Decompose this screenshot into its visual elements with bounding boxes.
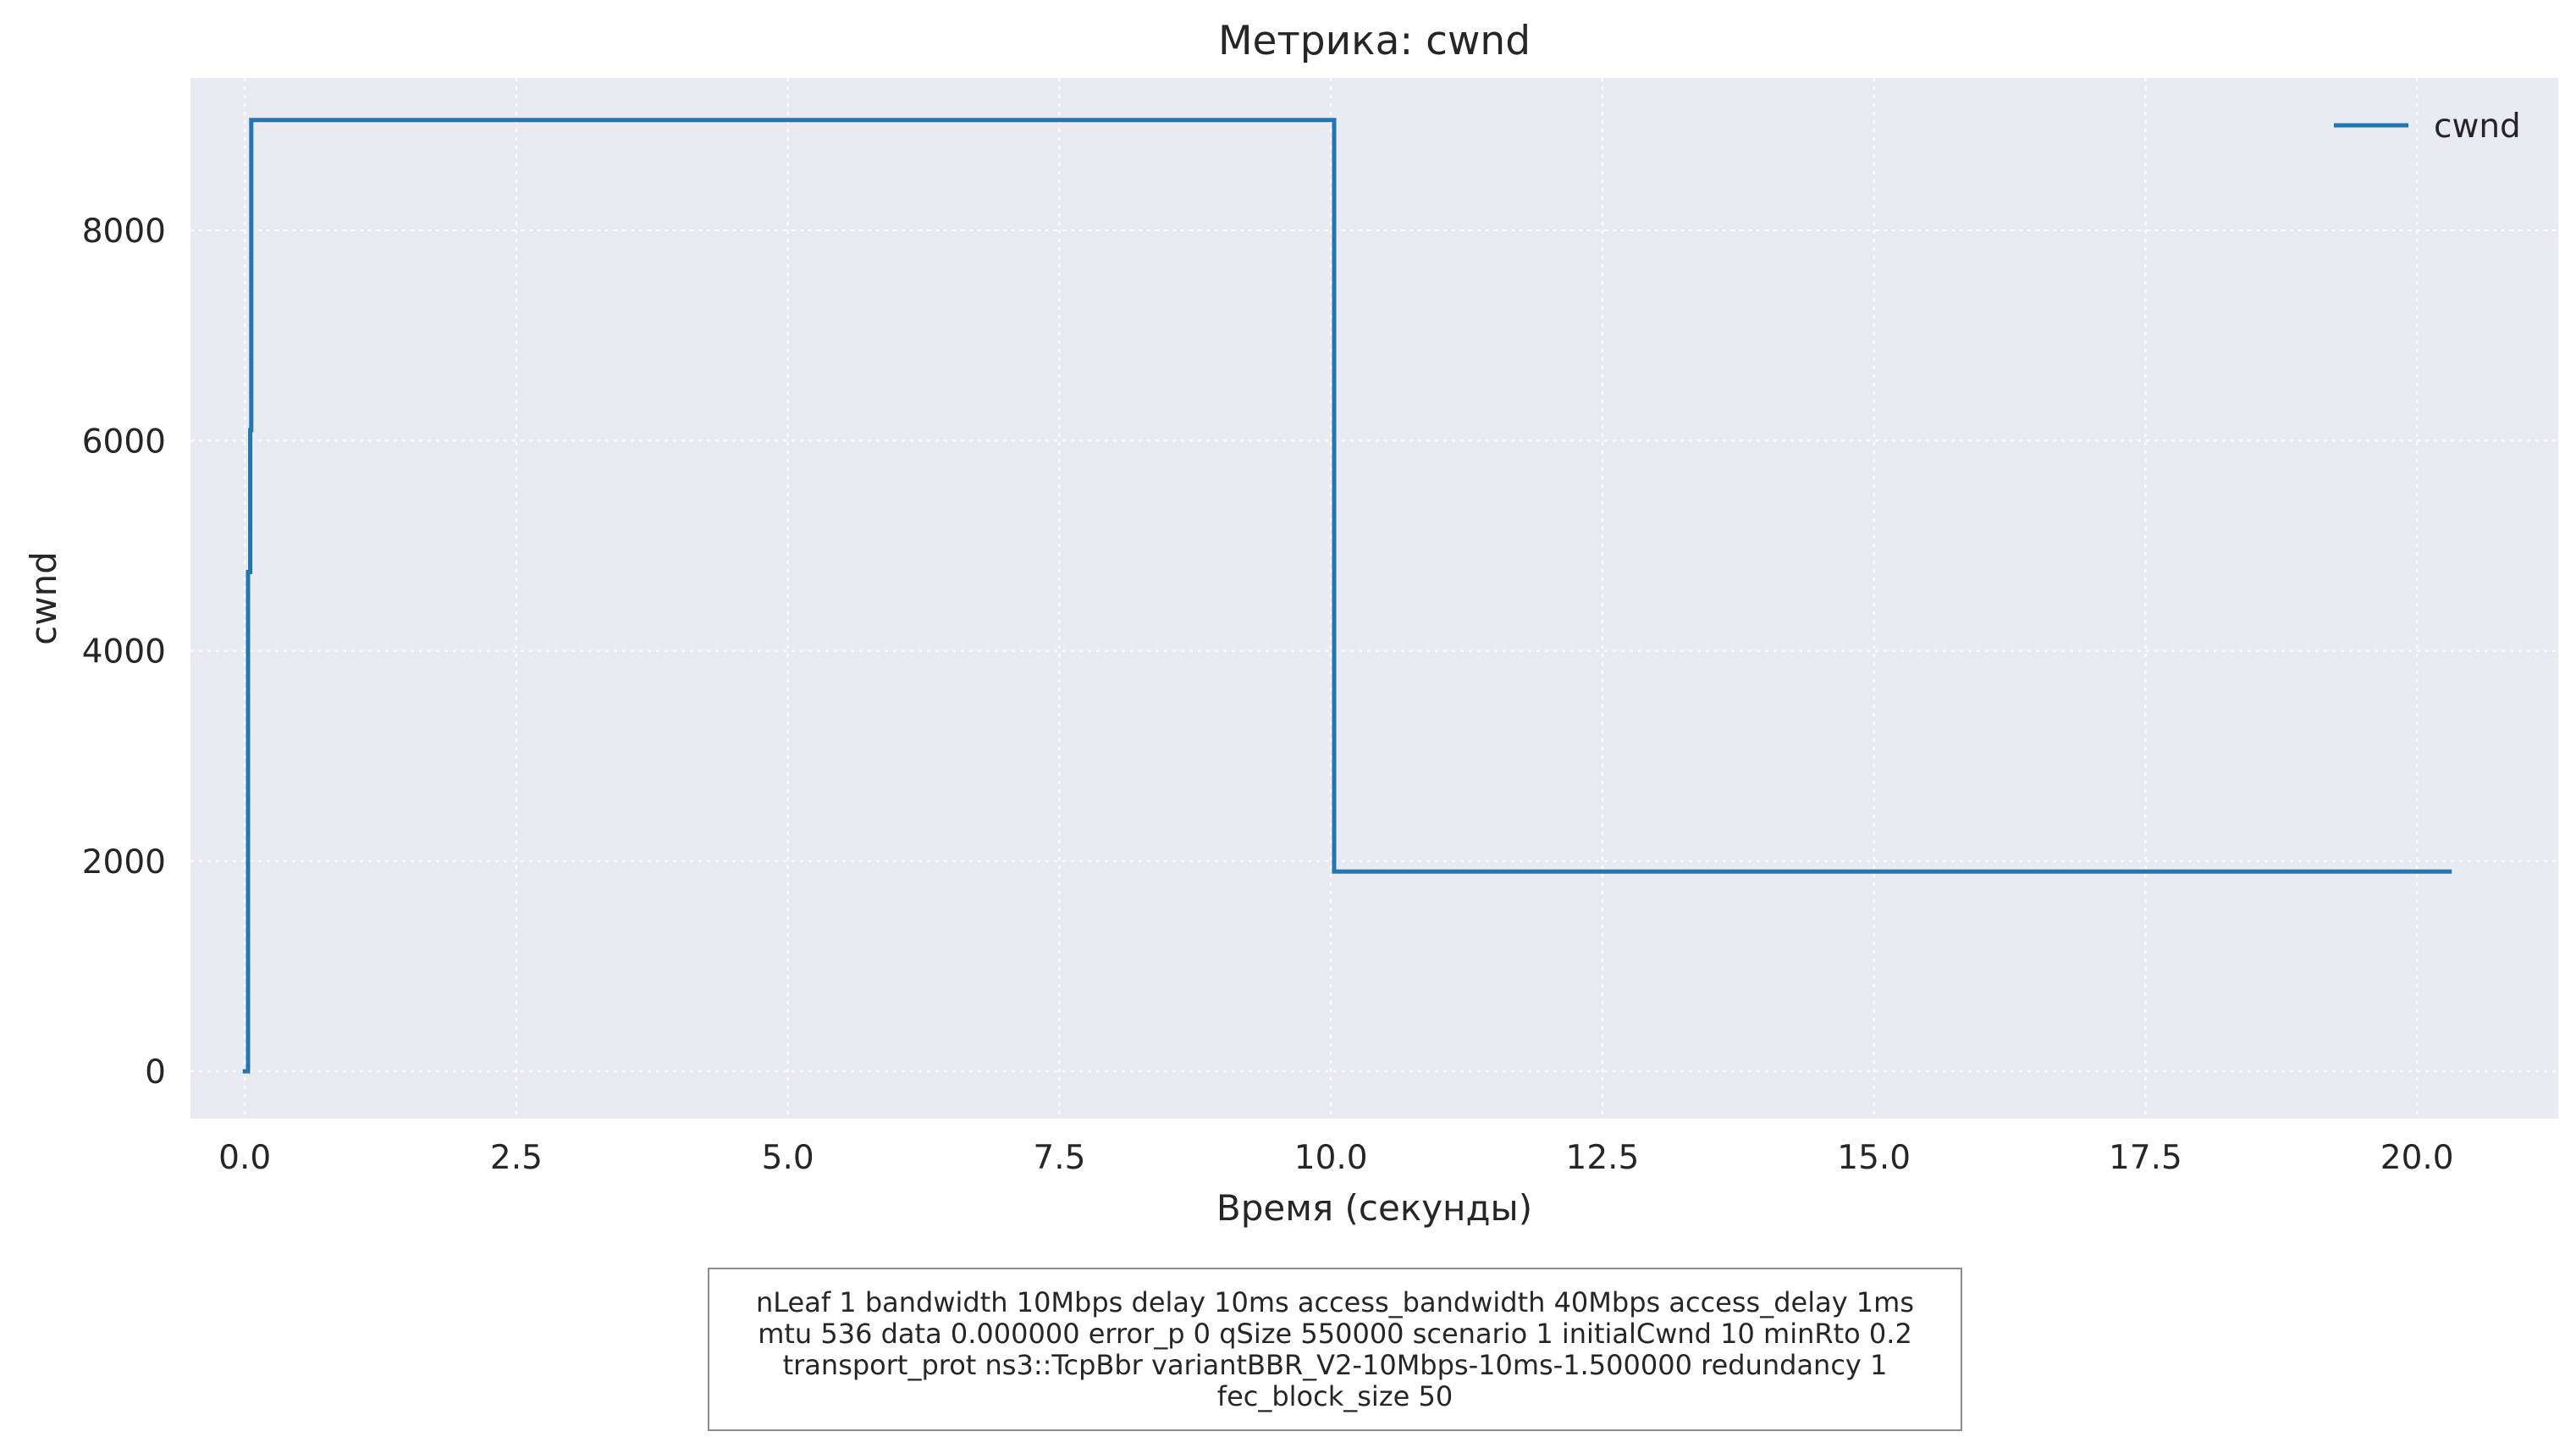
y-tick-label: 8000 [82,213,166,251]
series-line-cwnd [242,118,2452,1074]
parameters-text: nLeaf 1 bandwidth 10Mbps delay 10ms acce… [756,1285,1914,1412]
y-tick-label: 2000 [82,843,166,882]
x-tick-label: 7.5 [1033,1139,1085,1177]
series-layer [242,118,2452,1074]
x-tick-label: 12.5 [1566,1139,1640,1177]
chart-title: Метрика: cwnd [1218,18,1531,64]
legend: cwnd [2334,108,2521,146]
y-axis-label: cwnd [23,551,64,645]
x-tick-label: 0.0 [218,1139,271,1177]
x-tick-label: 10.0 [1294,1139,1368,1177]
y-axis-ticks: 0 2000 4000 6000 8000 [82,213,166,1092]
y-tick-label: 0 [145,1053,166,1092]
y-tick-label: 4000 [82,633,166,672]
y-tick-label: 6000 [82,423,166,461]
x-axis-ticks: 0.0 2.5 5.0 7.5 10.0 12.5 15.0 17.5 20.0 [218,1139,2453,1177]
x-axis-label: Время (секунды) [1216,1187,1532,1229]
x-tick-label: 17.5 [2109,1139,2182,1177]
plot-area [190,78,2558,1119]
x-tick-label: 2.5 [490,1139,543,1177]
legend-label-cwnd: cwnd [2434,108,2521,146]
x-tick-label: 5.0 [762,1139,814,1177]
parameters-box: nLeaf 1 bandwidth 10Mbps delay 10ms acce… [708,1268,1962,1431]
x-tick-label: 20.0 [2380,1139,2454,1177]
grid-lines [190,78,2558,1119]
x-tick-label: 15.0 [1837,1139,1911,1177]
